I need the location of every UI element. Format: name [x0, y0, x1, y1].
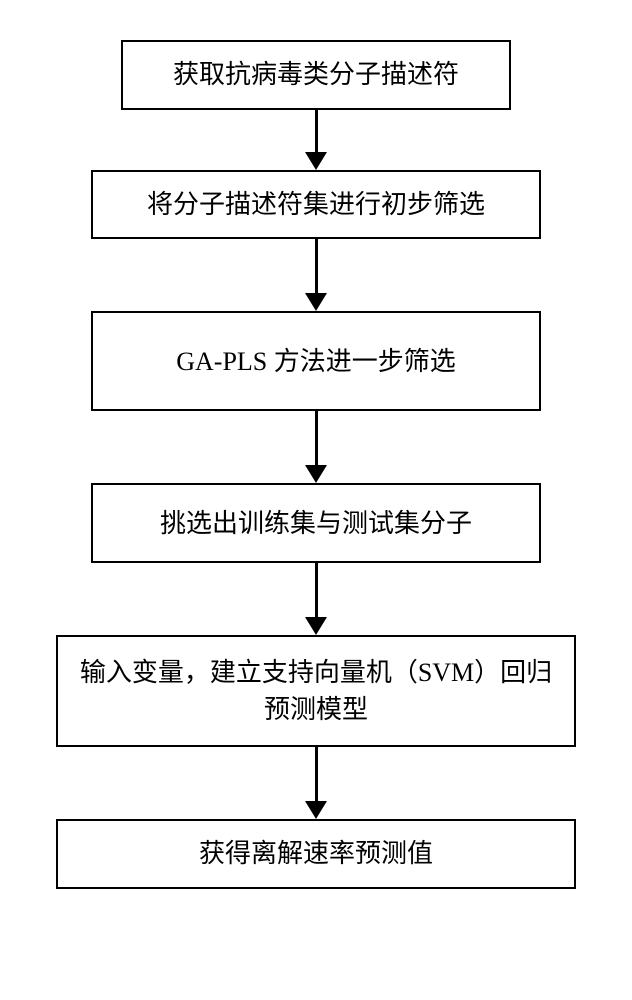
arrow-head-icon	[305, 152, 327, 170]
arrow-head-icon	[305, 293, 327, 311]
flow-node-label: 输入变量，建立支持向量机（SVM）回归预测模型	[78, 654, 554, 729]
arrow-line	[315, 411, 318, 465]
flow-arrow	[305, 411, 327, 483]
flow-node-n1: 获取抗病毒类分子描述符	[121, 40, 511, 110]
arrow-line	[315, 563, 318, 617]
flow-arrow	[305, 747, 327, 819]
flow-node-label: 将分子描述符集进行初步筛选	[147, 186, 485, 224]
flow-node-n4: 挑选出训练集与测试集分子	[91, 483, 541, 563]
flow-node-n5: 输入变量，建立支持向量机（SVM）回归预测模型	[56, 635, 576, 747]
flow-node-label: GA-PLS 方法进一步筛选	[176, 343, 456, 381]
arrow-line	[315, 747, 318, 801]
flow-arrow	[305, 563, 327, 635]
flow-node-n6: 获得离解速率预测值	[56, 819, 576, 889]
flow-node-n3: GA-PLS 方法进一步筛选	[91, 311, 541, 411]
flow-node-label: 获得离解速率预测值	[199, 835, 433, 873]
arrow-head-icon	[305, 617, 327, 635]
arrow-head-icon	[305, 801, 327, 819]
flow-node-n2: 将分子描述符集进行初步筛选	[91, 170, 541, 240]
arrow-line	[315, 239, 318, 293]
flow-node-label: 获取抗病毒类分子描述符	[173, 56, 459, 94]
flow-arrow	[305, 110, 327, 170]
flowchart-container: 获取抗病毒类分子描述符将分子描述符集进行初步筛选 GA-PLS 方法进一步筛选挑选…	[56, 40, 576, 889]
arrow-head-icon	[305, 465, 327, 483]
flow-arrow	[305, 239, 327, 311]
arrow-line	[315, 110, 318, 152]
flow-node-label: 挑选出训练集与测试集分子	[160, 505, 472, 543]
